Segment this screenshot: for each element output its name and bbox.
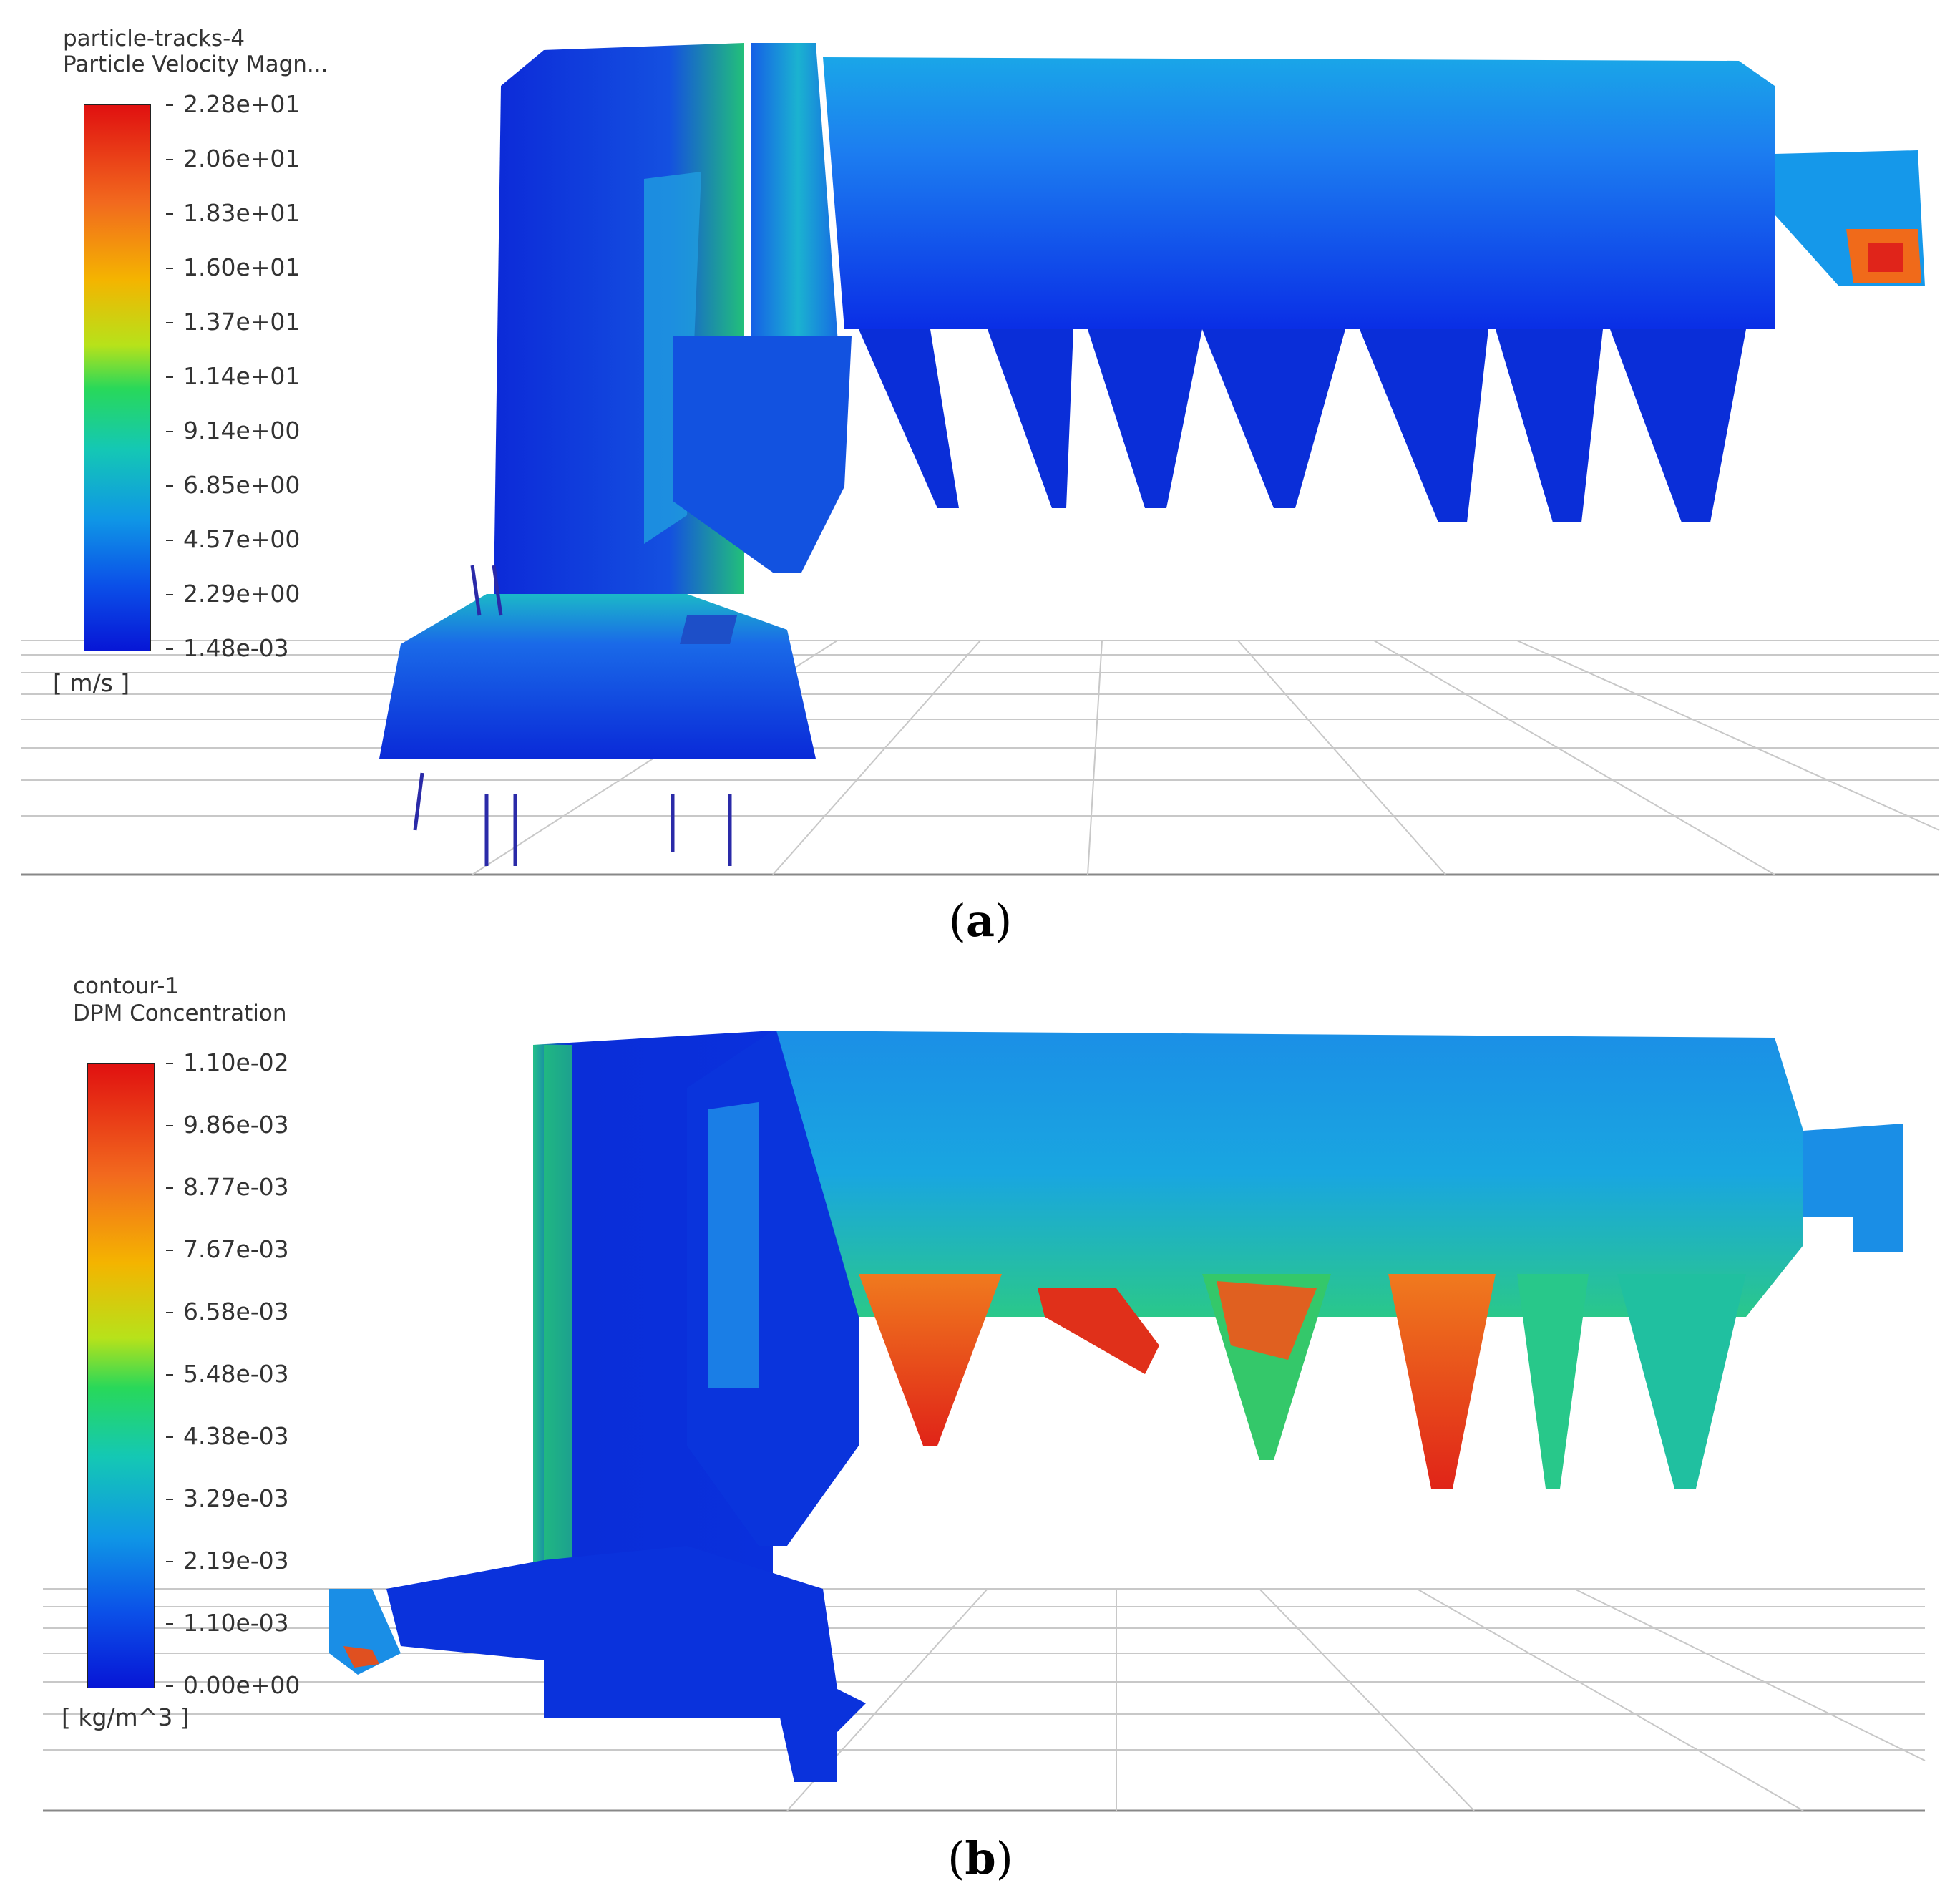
legend-unit: [ m/s ]	[53, 669, 130, 697]
colorbar-tick: 1.48e-03	[166, 634, 289, 662]
colorbar-tick: 9.14e+00	[165, 417, 301, 444]
colorbar-tick: 1.10e-02	[166, 1048, 289, 1076]
concentration-colorbar	[87, 1063, 155, 1688]
colorbar-tick: 1.37e+01	[165, 308, 301, 336]
legend-unit: [ kg/m^3 ]	[62, 1703, 190, 1731]
legend-variable: Particle Velocity Magn...	[63, 52, 328, 77]
panel-b: contour-1 DPM Concentration 1.10e-02 9.8…	[0, 945, 1960, 1884]
colorbar-tick: 0.00e+00	[165, 1671, 301, 1699]
colorbar-tick: 3.29e-03	[166, 1484, 289, 1512]
colorbar-tick: 1.14e+01	[165, 362, 301, 390]
cyclone-body	[379, 43, 1925, 759]
colorbar-tick: 1.10e-03	[166, 1609, 289, 1637]
caption-b: (b)	[947, 1832, 1013, 1884]
colorbar-tick: 7.67e-03	[166, 1235, 289, 1263]
legend-name: particle-tracks-4	[63, 26, 245, 52]
colorbar-tick: 2.29e+00	[165, 580, 301, 608]
inlet-arrows	[413, 565, 732, 866]
particle-tracks-render	[21, 43, 1940, 876]
colorbar-tick: 5.48e-03	[166, 1360, 289, 1388]
colorbar-tick: 1.83e+01	[165, 199, 301, 227]
colorbar-tick: 4.57e+00	[165, 525, 301, 553]
velocity-colorbar	[84, 104, 151, 651]
floor-grid	[21, 640, 1940, 876]
colorbar-tick: 6.58e-03	[166, 1298, 289, 1325]
colorbar-tick: 4.38e-03	[166, 1422, 289, 1450]
colorbar-tick: 6.85e+00	[165, 471, 301, 499]
colorbar-tick: 1.60e+01	[165, 253, 301, 281]
cyclone-body	[329, 1031, 1903, 1782]
colorbar-tick: 2.28e+01	[165, 90, 301, 118]
colorbar-tick: 8.77e-03	[166, 1173, 289, 1201]
floor-grid	[43, 1588, 1926, 1812]
colorbar-tick: 2.06e+01	[165, 145, 301, 172]
dpm-concentration-render	[43, 1031, 1926, 1812]
caption-a: (a)	[948, 895, 1013, 947]
legend-variable: DPM Concentration	[73, 1001, 287, 1026]
legend-name: contour-1	[73, 973, 180, 999]
colorbar-tick: 9.86e-03	[166, 1111, 289, 1139]
panel-a: particle-tracks-4 Particle Velocity Magn…	[0, 0, 1960, 947]
colorbar-tick: 2.19e-03	[166, 1547, 289, 1575]
